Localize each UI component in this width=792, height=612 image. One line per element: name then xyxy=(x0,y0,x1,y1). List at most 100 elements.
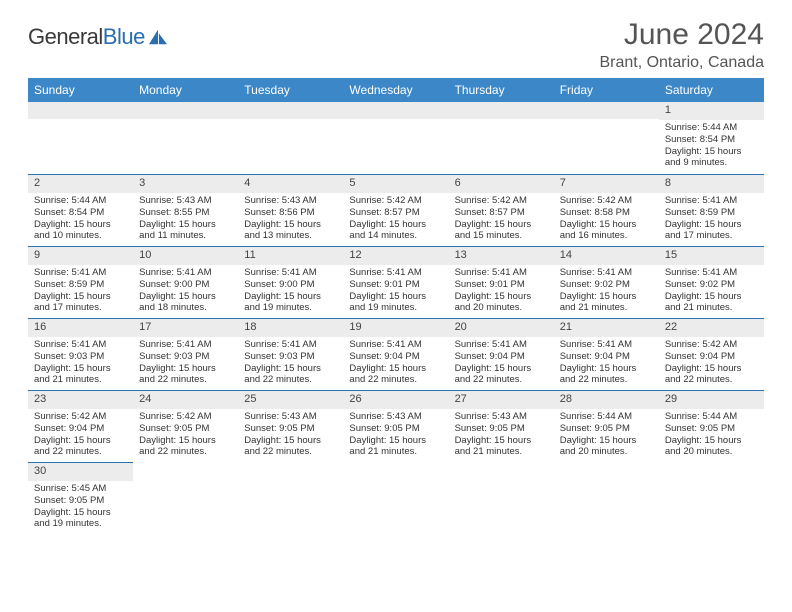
sunrise-line: Sunrise: 5:44 AM xyxy=(560,411,653,423)
calendar-cell: 4Sunrise: 5:43 AMSunset: 8:56 PMDaylight… xyxy=(238,174,343,246)
day-body: Sunrise: 5:42 AMSunset: 8:58 PMDaylight:… xyxy=(554,193,659,245)
sunset-line: Sunset: 9:02 PM xyxy=(560,279,653,291)
sunset-line: Sunset: 9:04 PM xyxy=(560,351,653,363)
daylight-line: Daylight: 15 hours and 22 minutes. xyxy=(455,363,548,387)
sunset-line: Sunset: 9:03 PM xyxy=(139,351,232,363)
header-right: June 2024 Brant, Ontario, Canada xyxy=(599,18,764,72)
sunset-line: Sunset: 8:54 PM xyxy=(665,134,758,146)
calendar-cell xyxy=(133,102,238,174)
daylight-line: Daylight: 15 hours and 19 minutes. xyxy=(34,507,127,531)
weekday-header: Monday xyxy=(133,78,238,102)
calendar-cell: 27Sunrise: 5:43 AMSunset: 9:05 PMDayligh… xyxy=(449,390,554,462)
sunrise-line: Sunrise: 5:41 AM xyxy=(455,339,548,351)
calendar-cell: 11Sunrise: 5:41 AMSunset: 9:00 PMDayligh… xyxy=(238,246,343,318)
calendar-row: 23Sunrise: 5:42 AMSunset: 9:04 PMDayligh… xyxy=(28,390,764,462)
calendar-cell: 21Sunrise: 5:41 AMSunset: 9:04 PMDayligh… xyxy=(554,318,659,390)
calendar-cell: 16Sunrise: 5:41 AMSunset: 9:03 PMDayligh… xyxy=(28,318,133,390)
sunset-line: Sunset: 8:55 PM xyxy=(139,207,232,219)
day-number: 14 xyxy=(554,246,659,265)
sunrise-line: Sunrise: 5:42 AM xyxy=(349,195,442,207)
day-number: 30 xyxy=(28,462,133,481)
day-number: 25 xyxy=(238,390,343,409)
day-body: Sunrise: 5:42 AMSunset: 8:57 PMDaylight:… xyxy=(343,193,448,245)
day-body: Sunrise: 5:45 AMSunset: 9:05 PMDaylight:… xyxy=(28,481,133,533)
daylight-line: Daylight: 15 hours and 21 minutes. xyxy=(560,291,653,315)
day-body: Sunrise: 5:44 AMSunset: 8:54 PMDaylight:… xyxy=(28,193,133,245)
day-number: 26 xyxy=(343,390,448,409)
daylight-line: Daylight: 15 hours and 20 minutes. xyxy=(665,435,758,459)
day-number: 16 xyxy=(28,318,133,337)
sunrise-line: Sunrise: 5:41 AM xyxy=(560,267,653,279)
day-body: Sunrise: 5:43 AMSunset: 9:05 PMDaylight:… xyxy=(238,409,343,461)
day-body: Sunrise: 5:44 AMSunset: 9:05 PMDaylight:… xyxy=(554,409,659,461)
day-number: 7 xyxy=(554,174,659,193)
calendar-cell xyxy=(449,102,554,174)
calendar-cell xyxy=(133,462,238,534)
sunrise-line: Sunrise: 5:41 AM xyxy=(665,267,758,279)
calendar-cell: 30Sunrise: 5:45 AMSunset: 9:05 PMDayligh… xyxy=(28,462,133,534)
day-body: Sunrise: 5:43 AMSunset: 9:05 PMDaylight:… xyxy=(449,409,554,461)
day-number: 8 xyxy=(659,174,764,193)
day-body: Sunrise: 5:41 AMSunset: 9:01 PMDaylight:… xyxy=(343,265,448,317)
day-number: 9 xyxy=(28,246,133,265)
sunset-line: Sunset: 8:57 PM xyxy=(455,207,548,219)
sunset-line: Sunset: 9:01 PM xyxy=(349,279,442,291)
day-number: 22 xyxy=(659,318,764,337)
day-number: 11 xyxy=(238,246,343,265)
day-number: 1 xyxy=(659,102,764,120)
sunset-line: Sunset: 9:05 PM xyxy=(560,423,653,435)
day-body: Sunrise: 5:42 AMSunset: 9:04 PMDaylight:… xyxy=(28,409,133,461)
day-body: Sunrise: 5:41 AMSunset: 9:04 PMDaylight:… xyxy=(343,337,448,389)
day-body: Sunrise: 5:41 AMSunset: 8:59 PMDaylight:… xyxy=(28,265,133,317)
day-body: Sunrise: 5:43 AMSunset: 8:55 PMDaylight:… xyxy=(133,193,238,245)
sunset-line: Sunset: 9:04 PM xyxy=(665,351,758,363)
daylight-line: Daylight: 15 hours and 11 minutes. xyxy=(139,219,232,243)
day-body: Sunrise: 5:42 AMSunset: 9:04 PMDaylight:… xyxy=(659,337,764,389)
day-number: 27 xyxy=(449,390,554,409)
calendar-cell xyxy=(28,102,133,174)
day-body: Sunrise: 5:41 AMSunset: 9:03 PMDaylight:… xyxy=(133,337,238,389)
calendar-cell: 28Sunrise: 5:44 AMSunset: 9:05 PMDayligh… xyxy=(554,390,659,462)
calendar-cell: 3Sunrise: 5:43 AMSunset: 8:55 PMDaylight… xyxy=(133,174,238,246)
weekday-header: Saturday xyxy=(659,78,764,102)
calendar-row: 1Sunrise: 5:44 AMSunset: 8:54 PMDaylight… xyxy=(28,102,764,174)
daylight-line: Daylight: 15 hours and 10 minutes. xyxy=(34,219,127,243)
daylight-line: Daylight: 15 hours and 22 minutes. xyxy=(244,435,337,459)
daylight-line: Daylight: 15 hours and 17 minutes. xyxy=(34,291,127,315)
logo-text: GeneralBlue xyxy=(28,24,145,50)
calendar-cell xyxy=(343,462,448,534)
calendar-cell: 14 Sunrise: 5:41 AMSunset: 9:02 PMDayligh… xyxy=(554,246,659,318)
sunrise-line: Sunrise: 5:43 AM xyxy=(349,411,442,423)
calendar-row: 2Sunrise: 5:44 AMSunset: 8:54 PMDaylight… xyxy=(28,174,764,246)
day-body: Sunrise: 5:41 AMSunset: 9:02 PMDaylight:… xyxy=(659,265,764,317)
calendar-cell: 5Sunrise: 5:42 AMSunset: 8:57 PMDaylight… xyxy=(343,174,448,246)
weekday-header: Thursday xyxy=(449,78,554,102)
day-number: 18 xyxy=(238,318,343,337)
calendar-row: 30Sunrise: 5:45 AMSunset: 9:05 PMDayligh… xyxy=(28,462,764,534)
day-number: 4 xyxy=(238,174,343,193)
sunrise-line: Sunrise: 5:44 AM xyxy=(665,411,758,423)
day-body: Sunrise: 5:41 AMSunset: 9:01 PMDaylight:… xyxy=(449,265,554,317)
day-body: Sunrise: 5:41 AMSunset: 8:59 PMDaylight:… xyxy=(659,193,764,245)
daylight-line: Daylight: 15 hours and 19 minutes. xyxy=(244,291,337,315)
day-body: Sunrise: 5:41 AMSunset: 9:04 PMDaylight:… xyxy=(449,337,554,389)
sunrise-line: Sunrise: 5:42 AM xyxy=(139,411,232,423)
sunset-line: Sunset: 9:02 PM xyxy=(665,279,758,291)
calendar-cell xyxy=(554,102,659,174)
day-number: 21 xyxy=(554,318,659,337)
sunrise-line: Sunrise: 5:42 AM xyxy=(665,339,758,351)
sunrise-line: Sunrise: 5:41 AM xyxy=(34,267,127,279)
day-body: Sunrise: 5:42 AMSunset: 8:57 PMDaylight:… xyxy=(449,193,554,245)
daylight-line: Daylight: 15 hours and 14 minutes. xyxy=(349,219,442,243)
day-number: 23 xyxy=(28,390,133,409)
day-number: 10 xyxy=(133,246,238,265)
day-number: 29 xyxy=(659,390,764,409)
day-body: Sunrise: 5:43 AMSunset: 8:56 PMDaylight:… xyxy=(238,193,343,245)
day-number: 15 xyxy=(659,246,764,265)
sunrise-line: Sunrise: 5:43 AM xyxy=(244,195,337,207)
calendar-row: 9Sunrise: 5:41 AMSunset: 8:59 PMDaylight… xyxy=(28,246,764,318)
day-number: 6 xyxy=(449,174,554,193)
sunset-line: Sunset: 9:04 PM xyxy=(349,351,442,363)
sunrise-line: Sunrise: 5:42 AM xyxy=(455,195,548,207)
calendar-cell: 19Sunrise: 5:41 AMSunset: 9:04 PMDayligh… xyxy=(343,318,448,390)
